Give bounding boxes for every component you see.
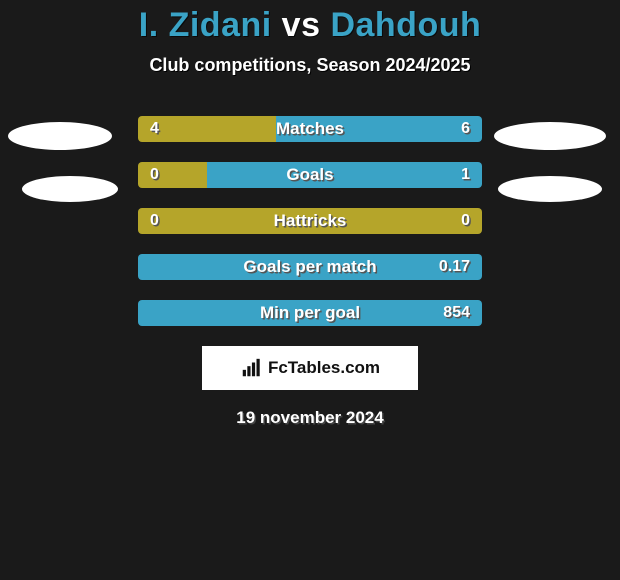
bar-left xyxy=(138,162,207,188)
comparison-panel: I. Zidani vs Dahdouh Club competitions, … xyxy=(0,0,620,580)
chart-icon xyxy=(240,357,262,379)
watermark-text: FcTables.com xyxy=(268,358,380,378)
bar-row: Goals per match0.17 xyxy=(138,254,482,280)
decorative-ellipse-0 xyxy=(8,122,112,150)
bar-row: Min per goal854 xyxy=(138,300,482,326)
decorative-ellipse-2 xyxy=(494,122,606,150)
decorative-ellipse-1 xyxy=(22,176,118,202)
bar-row: Matches46 xyxy=(138,116,482,142)
page-title: I. Zidani vs Dahdouh xyxy=(0,6,620,45)
date-text: 19 november 2024 xyxy=(0,408,620,428)
bar-row: Hattricks00 xyxy=(138,208,482,234)
bar-left xyxy=(138,208,482,234)
bar-right xyxy=(276,116,482,142)
bar-row: Goals01 xyxy=(138,162,482,188)
subtitle: Club competitions, Season 2024/2025 xyxy=(0,55,620,76)
player2-name: Dahdouh xyxy=(330,6,481,44)
bar-right xyxy=(138,254,482,280)
player1-name: I. Zidani xyxy=(139,6,272,44)
bar-right xyxy=(138,300,482,326)
vs-text: vs xyxy=(282,6,321,44)
comparison-bars: Matches46 Goals01 Hattricks00 Goals per mat… xyxy=(138,116,482,326)
bar-right xyxy=(207,162,482,188)
watermark: FcTables.com xyxy=(202,346,418,390)
bar-left xyxy=(138,116,276,142)
decorative-ellipse-3 xyxy=(498,176,602,202)
